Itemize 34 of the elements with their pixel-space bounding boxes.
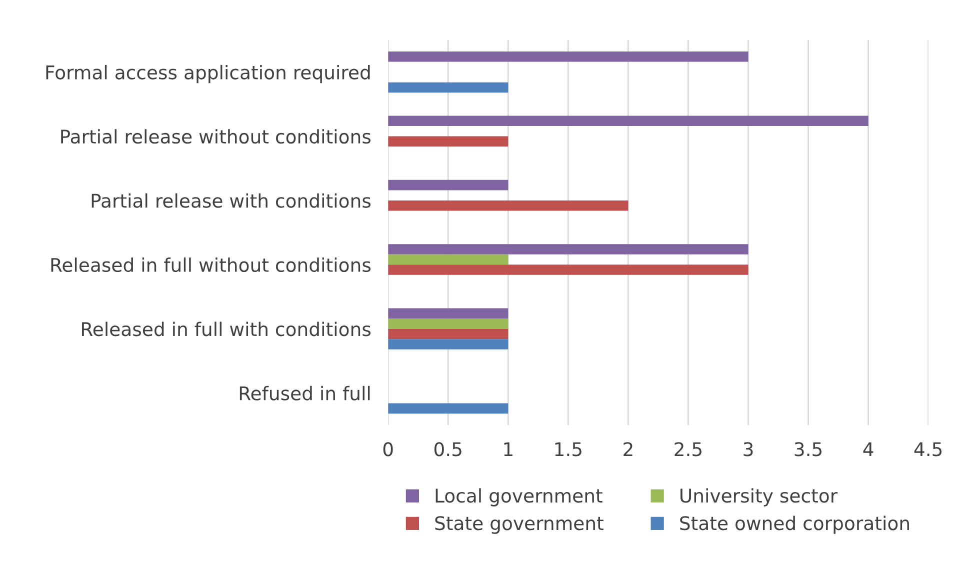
bar <box>388 403 508 414</box>
x-tick-label: 2 <box>624 442 632 456</box>
x-tick-label: 1 <box>504 442 512 456</box>
legend-label: State owned corporation <box>680 516 909 534</box>
bar <box>388 200 628 211</box>
bar <box>388 339 508 350</box>
bar <box>388 52 748 62</box>
bar <box>388 264 748 275</box>
y-tick-label: Partial release without conditions <box>61 129 371 144</box>
y-tick-label: Refused in full <box>240 386 370 400</box>
x-tick-label: 1.5 <box>555 442 582 456</box>
x-tick-label: 3.5 <box>794 442 822 456</box>
y-tick-label: Formal access application required <box>46 64 370 84</box>
bar <box>388 328 508 340</box>
bar <box>388 254 508 265</box>
x-tick-label: 0 <box>383 442 393 456</box>
y-tick-label: Partial release with conditions <box>92 193 371 208</box>
legend-label: University sector <box>680 488 838 506</box>
bar <box>388 308 508 319</box>
x-tick-label: 3 <box>744 442 753 456</box>
y-tick-label: Released in full with conditions <box>82 322 371 336</box>
y-tick-label: Released in full without conditions <box>51 258 371 272</box>
bar <box>388 82 508 93</box>
legend-label: Local government <box>436 488 602 506</box>
bar <box>388 318 508 329</box>
bar <box>388 116 868 126</box>
bar <box>388 244 748 254</box>
x-tick-label: 4.5 <box>914 442 942 456</box>
x-tick-label: 0.5 <box>434 442 462 456</box>
x-tick-label: 2.5 <box>674 442 702 456</box>
bar <box>388 136 508 147</box>
bar <box>388 180 508 190</box>
legend-label: State government <box>435 516 604 534</box>
x-tick-label: 4 <box>863 442 874 456</box>
